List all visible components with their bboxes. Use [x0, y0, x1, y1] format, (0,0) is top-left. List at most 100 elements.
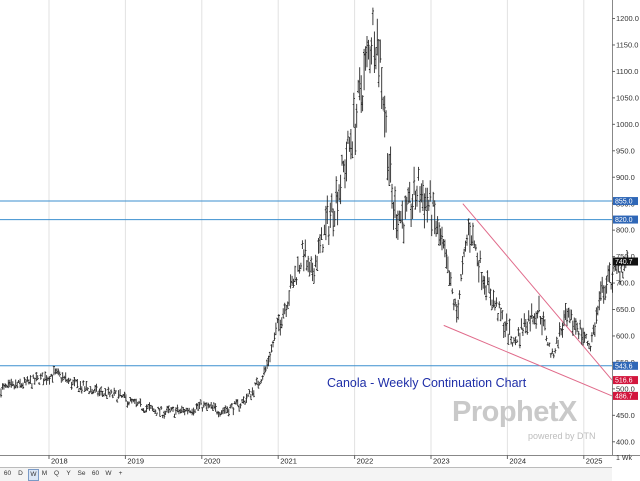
- price-bar: [23, 377, 26, 383]
- price-bar: [7, 379, 10, 389]
- price-bar: [214, 403, 217, 412]
- price-bar: [551, 348, 554, 354]
- price-bar: [130, 398, 133, 404]
- price-bar: [126, 401, 129, 408]
- price-bar: [117, 390, 120, 399]
- price-bar: [618, 271, 621, 285]
- price-bar: [596, 305, 599, 316]
- price-bar: [411, 194, 414, 219]
- y-tick-label: 1100.0: [616, 67, 638, 76]
- price-bar: [288, 290, 291, 306]
- price-bar: [502, 322, 505, 338]
- price-bar: [364, 46, 367, 71]
- price-bar: [429, 180, 432, 202]
- price-bar: [510, 335, 513, 345]
- price-bar: [520, 318, 523, 330]
- interval-button[interactable]: Se: [77, 470, 86, 477]
- price-bar: [293, 265, 297, 283]
- price-bar: [536, 310, 539, 319]
- price-bar: [402, 223, 405, 244]
- price-bar: [540, 317, 544, 336]
- price-bar: [607, 265, 610, 282]
- price-bar: [423, 193, 426, 229]
- price-bar: [313, 268, 316, 284]
- prophetx-logo: ProphetX: [452, 396, 577, 428]
- price-bar: [565, 308, 569, 327]
- price-bar: [57, 368, 60, 376]
- interval-button[interactable]: Q: [53, 470, 60, 477]
- price-bar: [92, 389, 95, 394]
- price-bar: [438, 222, 441, 246]
- price-bar: [136, 401, 139, 406]
- price-bar: [501, 310, 504, 320]
- price-bar: [291, 275, 294, 286]
- price-bar: [537, 295, 541, 313]
- price-bar: [17, 380, 20, 383]
- interval-button[interactable]: +: [118, 470, 123, 477]
- price-bar: [467, 218, 470, 236]
- price-bar: [132, 398, 135, 403]
- price-bar: [86, 387, 89, 391]
- price-bar: [139, 398, 142, 407]
- interval-button[interactable]: 60: [3, 470, 12, 477]
- price-tag: [613, 376, 638, 385]
- price-tag: [613, 391, 638, 400]
- price-bar: [582, 327, 585, 346]
- level-tag-label: 855.0: [615, 199, 633, 206]
- price-bar: [191, 408, 194, 416]
- price-bar: [102, 393, 105, 397]
- price-bar: [552, 353, 555, 359]
- price-bar: [182, 406, 185, 413]
- price-bar: [70, 381, 73, 390]
- interval-button[interactable]: 60: [91, 470, 100, 477]
- y-tick-label: 1000.0: [616, 120, 639, 129]
- price-bar: [345, 141, 348, 182]
- interval-button[interactable]: Y: [66, 470, 71, 477]
- price-bar: [8, 379, 11, 388]
- price-bar: [470, 235, 473, 246]
- price-bar: [310, 256, 313, 273]
- price-bar: [30, 383, 33, 389]
- price-bar: [430, 214, 433, 237]
- price-bar: [424, 187, 427, 211]
- price-bar: [592, 324, 595, 335]
- price-bar: [229, 404, 232, 409]
- price-bar: [351, 141, 354, 159]
- interval-button[interactable]: W: [28, 469, 39, 481]
- price-bar: [602, 285, 605, 304]
- price-tag-label: 740.7: [615, 259, 633, 266]
- y-tick-label: 750.0: [616, 252, 635, 261]
- x-tick-label: 2020: [204, 457, 221, 466]
- price-bar: [545, 335, 548, 342]
- price-bar: [505, 313, 508, 331]
- price-bar: [395, 214, 398, 239]
- price-bar: [443, 239, 446, 258]
- price-bar: [129, 397, 132, 402]
- price-bar: [116, 398, 119, 403]
- price-bar: [296, 256, 299, 272]
- interval-button[interactable]: W: [105, 470, 112, 477]
- price-bar: [418, 186, 422, 213]
- price-bar: [314, 254, 317, 268]
- y-tick-label: 600.0: [616, 332, 635, 341]
- price-bar: [440, 226, 444, 251]
- price-bar: [211, 404, 214, 412]
- price-bar: [507, 333, 510, 345]
- price-bar: [587, 342, 591, 349]
- price-bar: [264, 366, 267, 373]
- trendline: [443, 324, 613, 397]
- price-bar: [58, 371, 61, 377]
- price-bar: [252, 390, 255, 398]
- interval-button[interactable]: D: [18, 470, 23, 477]
- x-tick-label: 2019: [127, 457, 144, 466]
- price-bar: [177, 409, 180, 415]
- price-bar: [279, 319, 282, 336]
- price-bar: [316, 255, 319, 271]
- price-bar: [141, 408, 144, 411]
- chart-title: Canola - Weekly Continuation Chart: [327, 376, 527, 390]
- price-bar: [254, 382, 257, 386]
- interval-button[interactable]: M: [41, 470, 48, 477]
- price-bar: [571, 320, 574, 336]
- price-bar: [511, 342, 514, 347]
